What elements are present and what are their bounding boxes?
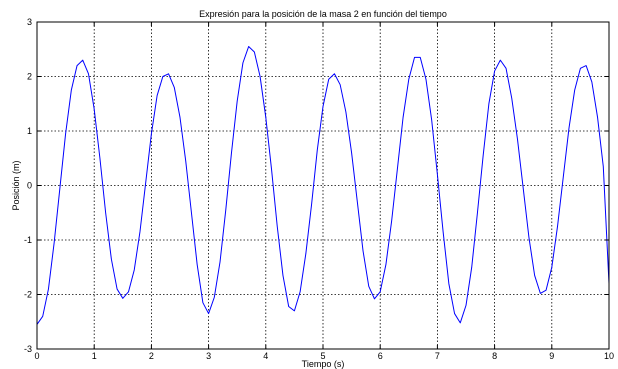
y-tick-label: -2 — [24, 290, 32, 300]
x-tick-label: 6 — [378, 351, 383, 361]
x-tick-label: 3 — [206, 351, 211, 361]
y-axis-label: Posición (m) — [11, 160, 21, 210]
y-tick-label: -3 — [24, 344, 32, 354]
y-tick-label: 2 — [27, 72, 32, 82]
y-tick-label: 1 — [27, 126, 32, 136]
x-tick-label: 7 — [435, 351, 440, 361]
x-tick-label: 4 — [263, 351, 268, 361]
y-tick-label: 3 — [27, 17, 32, 27]
ticks: 0 1 2 3 4 5 6 7 8 9 10 -3 -2 -1 0 1 2 3 — [24, 17, 614, 361]
grid — [37, 22, 609, 349]
x-tick-label: 9 — [549, 351, 554, 361]
y-tick-label: 0 — [27, 181, 32, 191]
x-tick-label: 1 — [92, 351, 97, 361]
series-line — [36, 46, 610, 325]
x-tick-label: 2 — [149, 351, 154, 361]
y-tick-label: -1 — [24, 235, 32, 245]
series-layer — [36, 46, 610, 325]
x-tick-label: 10 — [604, 351, 614, 361]
x-axis-label: Tiempo (s) — [302, 359, 345, 369]
x-tick-label: 0 — [34, 351, 39, 361]
x-tick-label: 5 — [320, 351, 325, 361]
chart-title: Expresión para la posición de la masa 2 … — [199, 9, 447, 19]
x-tick-label: 8 — [492, 351, 497, 361]
